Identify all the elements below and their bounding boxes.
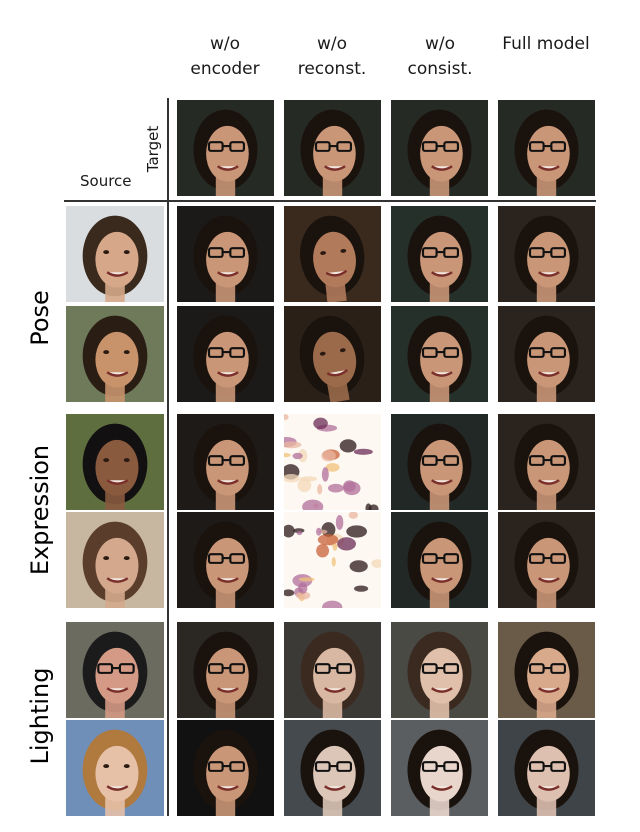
result-image xyxy=(498,306,595,402)
artifact-image xyxy=(284,512,381,608)
column-header-full-model: Full model xyxy=(502,34,590,54)
result-image xyxy=(284,622,381,718)
column-header-without-consistency: w/o consist. xyxy=(407,34,473,79)
source-image xyxy=(66,306,164,402)
result-image xyxy=(177,512,274,608)
result-image xyxy=(177,622,274,718)
group-label-expression: Expression xyxy=(26,444,54,576)
target-image xyxy=(498,100,595,196)
target-image xyxy=(391,100,488,196)
corner-source-label: Source xyxy=(80,172,132,190)
result-image xyxy=(498,206,595,302)
result-image xyxy=(391,206,488,302)
column-header-without-encoder: w/o encoder xyxy=(190,34,260,79)
result-image xyxy=(391,622,488,718)
group-label-lighting: Lighting xyxy=(26,667,54,765)
result-image xyxy=(391,512,488,608)
source-image xyxy=(66,414,164,510)
artifact-image xyxy=(284,414,381,510)
result-image xyxy=(177,306,274,402)
result-image xyxy=(498,414,595,510)
result-image xyxy=(177,414,274,510)
target-image xyxy=(177,100,274,196)
group-label-pose: Pose xyxy=(26,290,54,346)
result-image xyxy=(284,306,381,402)
grid-separator-vertical xyxy=(167,98,169,816)
grid-separator-horizontal xyxy=(64,200,596,202)
result-image xyxy=(177,720,274,816)
result-image xyxy=(391,414,488,510)
source-image xyxy=(66,206,164,302)
result-image xyxy=(391,306,488,402)
column-header-without-reconstruction: w/o reconst. xyxy=(297,34,367,79)
result-image xyxy=(498,720,595,816)
result-image xyxy=(498,512,595,608)
source-image xyxy=(66,720,164,816)
corner-target-label: Target xyxy=(144,125,163,173)
target-image xyxy=(284,100,381,196)
result-image xyxy=(284,720,381,816)
result-image xyxy=(391,720,488,816)
source-image xyxy=(66,622,164,718)
result-image xyxy=(498,622,595,718)
result-image xyxy=(284,206,381,302)
source-image xyxy=(66,512,164,608)
result-image xyxy=(177,206,274,302)
